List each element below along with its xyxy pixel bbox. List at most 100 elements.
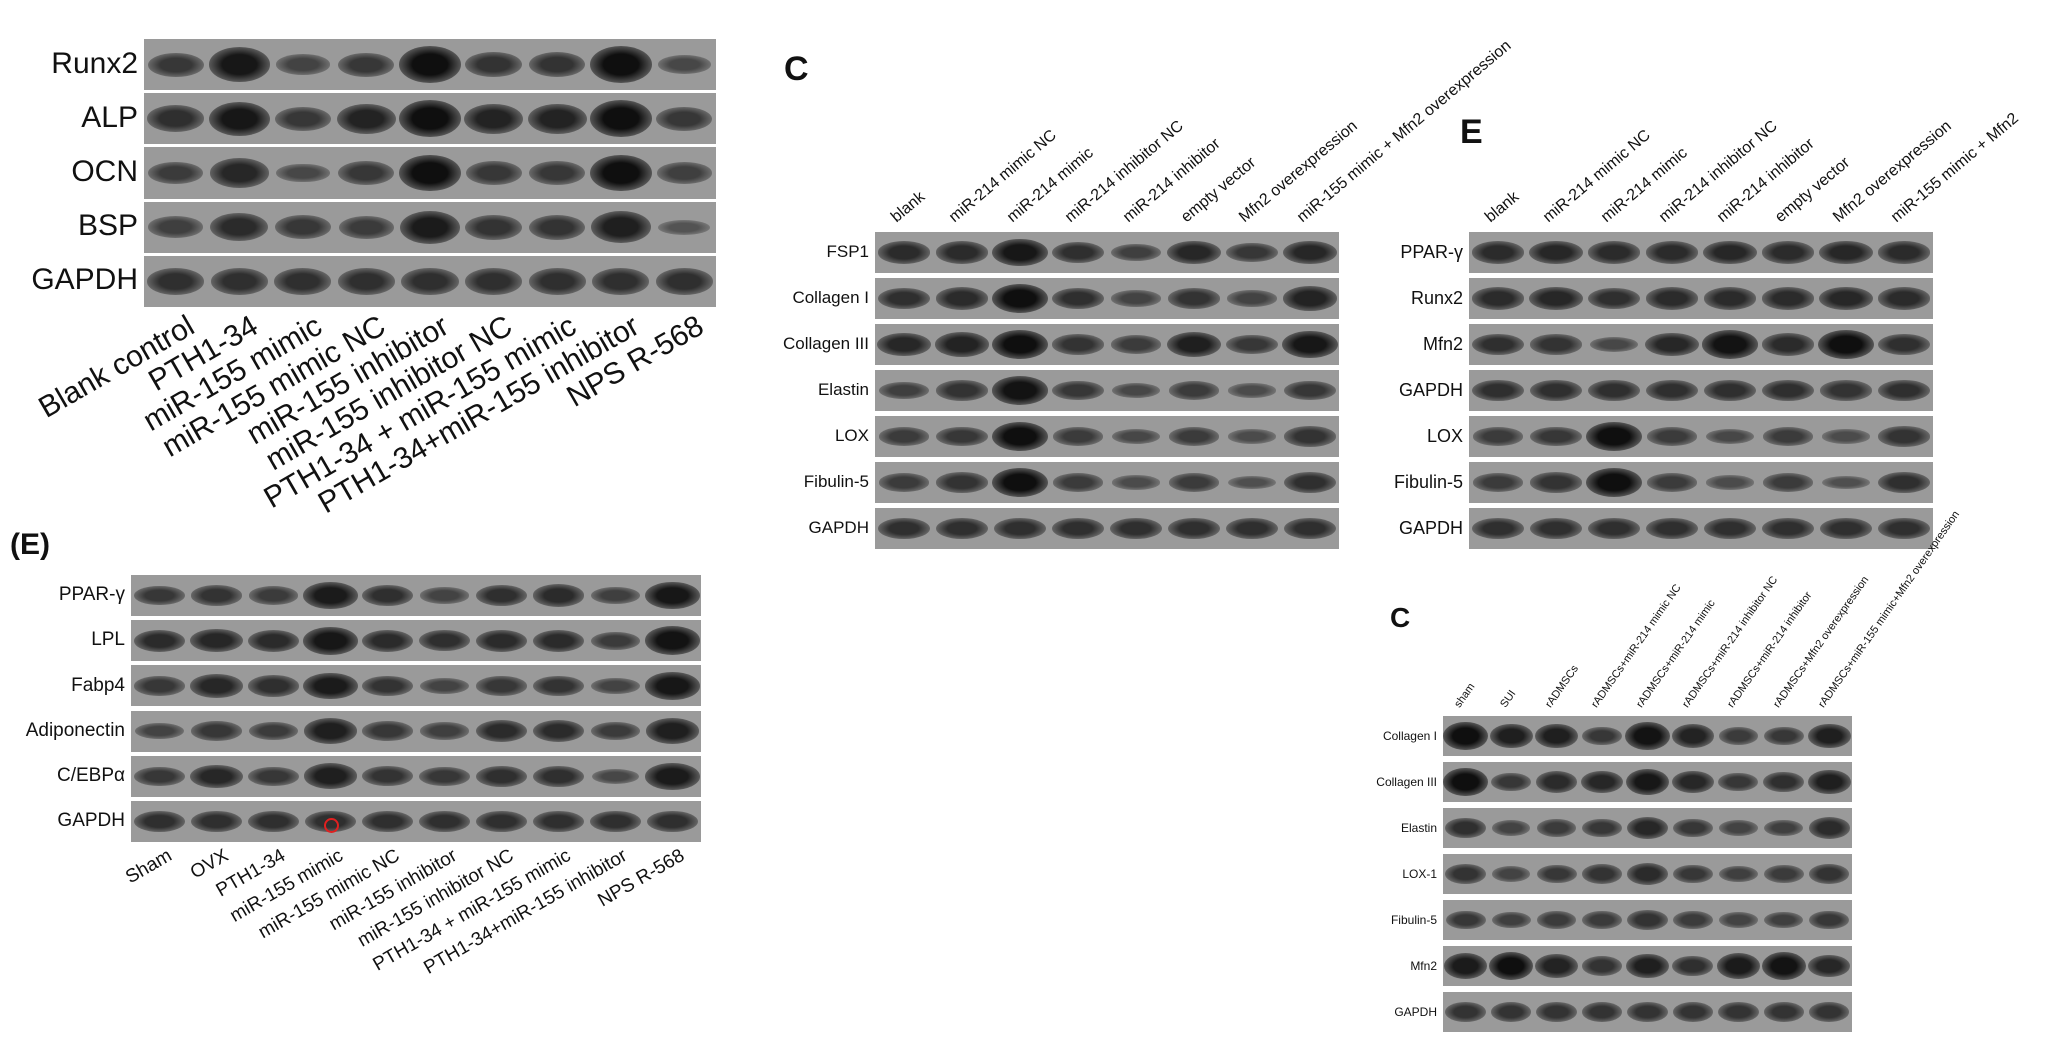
band bbox=[1051, 287, 1105, 310]
band bbox=[1819, 517, 1873, 540]
band bbox=[1445, 1002, 1486, 1022]
band bbox=[476, 676, 527, 696]
band bbox=[1052, 380, 1104, 401]
lane-label: sham bbox=[1452, 681, 1478, 710]
band bbox=[1625, 768, 1670, 796]
band bbox=[1585, 421, 1643, 452]
band bbox=[1445, 910, 1486, 930]
band bbox=[1530, 334, 1582, 355]
band bbox=[1761, 952, 1806, 980]
band bbox=[475, 810, 528, 833]
band bbox=[248, 721, 299, 741]
band bbox=[1471, 379, 1525, 402]
band bbox=[1626, 863, 1669, 885]
blot-row bbox=[1469, 416, 1933, 457]
lane-label: rADMSCs+miR-214 inhibitor NC bbox=[1679, 574, 1780, 710]
band bbox=[877, 332, 931, 357]
band bbox=[1471, 333, 1525, 356]
band bbox=[274, 106, 331, 131]
band bbox=[247, 629, 300, 652]
band bbox=[532, 719, 585, 743]
blot-row bbox=[144, 147, 716, 199]
row-label: Fibulin-5 bbox=[1390, 912, 1437, 927]
band bbox=[248, 586, 299, 605]
band bbox=[1763, 726, 1804, 746]
band bbox=[1703, 240, 1757, 265]
band bbox=[1284, 426, 1336, 447]
band bbox=[190, 674, 243, 698]
band bbox=[1808, 817, 1850, 839]
blot-row bbox=[1443, 992, 1852, 1032]
band bbox=[1166, 331, 1222, 358]
band bbox=[1807, 769, 1851, 795]
band bbox=[336, 103, 396, 134]
band bbox=[1445, 864, 1486, 884]
band bbox=[1168, 473, 1220, 492]
band bbox=[1444, 953, 1488, 979]
band bbox=[1587, 241, 1641, 264]
row-label: LOX-1 bbox=[1402, 866, 1437, 881]
band bbox=[935, 287, 989, 310]
band bbox=[528, 214, 586, 240]
band bbox=[658, 219, 710, 235]
band bbox=[1719, 820, 1758, 836]
band bbox=[419, 722, 469, 740]
band bbox=[1529, 379, 1583, 402]
blot-row bbox=[1443, 762, 1852, 802]
band bbox=[148, 161, 204, 185]
band bbox=[361, 810, 414, 833]
band bbox=[1228, 475, 1276, 490]
band bbox=[1761, 241, 1815, 264]
band bbox=[527, 103, 587, 134]
band bbox=[1283, 471, 1337, 494]
band bbox=[1529, 286, 1583, 311]
band bbox=[1764, 865, 1804, 883]
band bbox=[591, 677, 640, 695]
band bbox=[1581, 770, 1623, 794]
blot-row bbox=[144, 39, 716, 91]
band bbox=[191, 585, 242, 606]
row-label: Collagen I bbox=[1382, 728, 1437, 743]
band bbox=[1535, 954, 1578, 978]
row-label: Collagen III bbox=[783, 334, 869, 354]
band bbox=[1764, 819, 1804, 837]
blot-row bbox=[1443, 716, 1852, 756]
band bbox=[361, 629, 414, 652]
band bbox=[1283, 286, 1337, 311]
band bbox=[1581, 956, 1623, 976]
band bbox=[1167, 517, 1221, 540]
band bbox=[1226, 242, 1278, 263]
blot-row bbox=[131, 575, 701, 617]
band bbox=[589, 100, 652, 138]
band bbox=[210, 268, 268, 295]
band bbox=[877, 241, 931, 264]
band bbox=[303, 582, 358, 609]
band bbox=[589, 46, 652, 84]
lane-label: miR-214 mimic NC bbox=[946, 126, 1061, 226]
blot-row bbox=[875, 508, 1339, 549]
band bbox=[1491, 866, 1531, 882]
row-label: Runx2 bbox=[51, 46, 138, 80]
band bbox=[1761, 287, 1815, 310]
band bbox=[532, 629, 585, 652]
band bbox=[1809, 1002, 1850, 1022]
band bbox=[590, 721, 641, 741]
band bbox=[878, 473, 930, 492]
band bbox=[1109, 517, 1163, 540]
band bbox=[991, 329, 1049, 360]
lane-label: rADMSCs+miR-214 mimic NC bbox=[1588, 582, 1684, 710]
band bbox=[1227, 290, 1277, 307]
band bbox=[991, 421, 1049, 452]
band bbox=[1581, 864, 1623, 884]
band bbox=[1491, 772, 1532, 792]
band bbox=[1877, 333, 1931, 356]
band bbox=[420, 677, 469, 695]
band bbox=[645, 581, 700, 610]
row-label: FSP1 bbox=[826, 242, 869, 262]
band bbox=[1529, 240, 1583, 265]
band bbox=[338, 215, 395, 239]
band bbox=[420, 587, 469, 604]
band bbox=[147, 268, 205, 295]
band bbox=[398, 46, 462, 84]
blot-row bbox=[875, 278, 1339, 319]
